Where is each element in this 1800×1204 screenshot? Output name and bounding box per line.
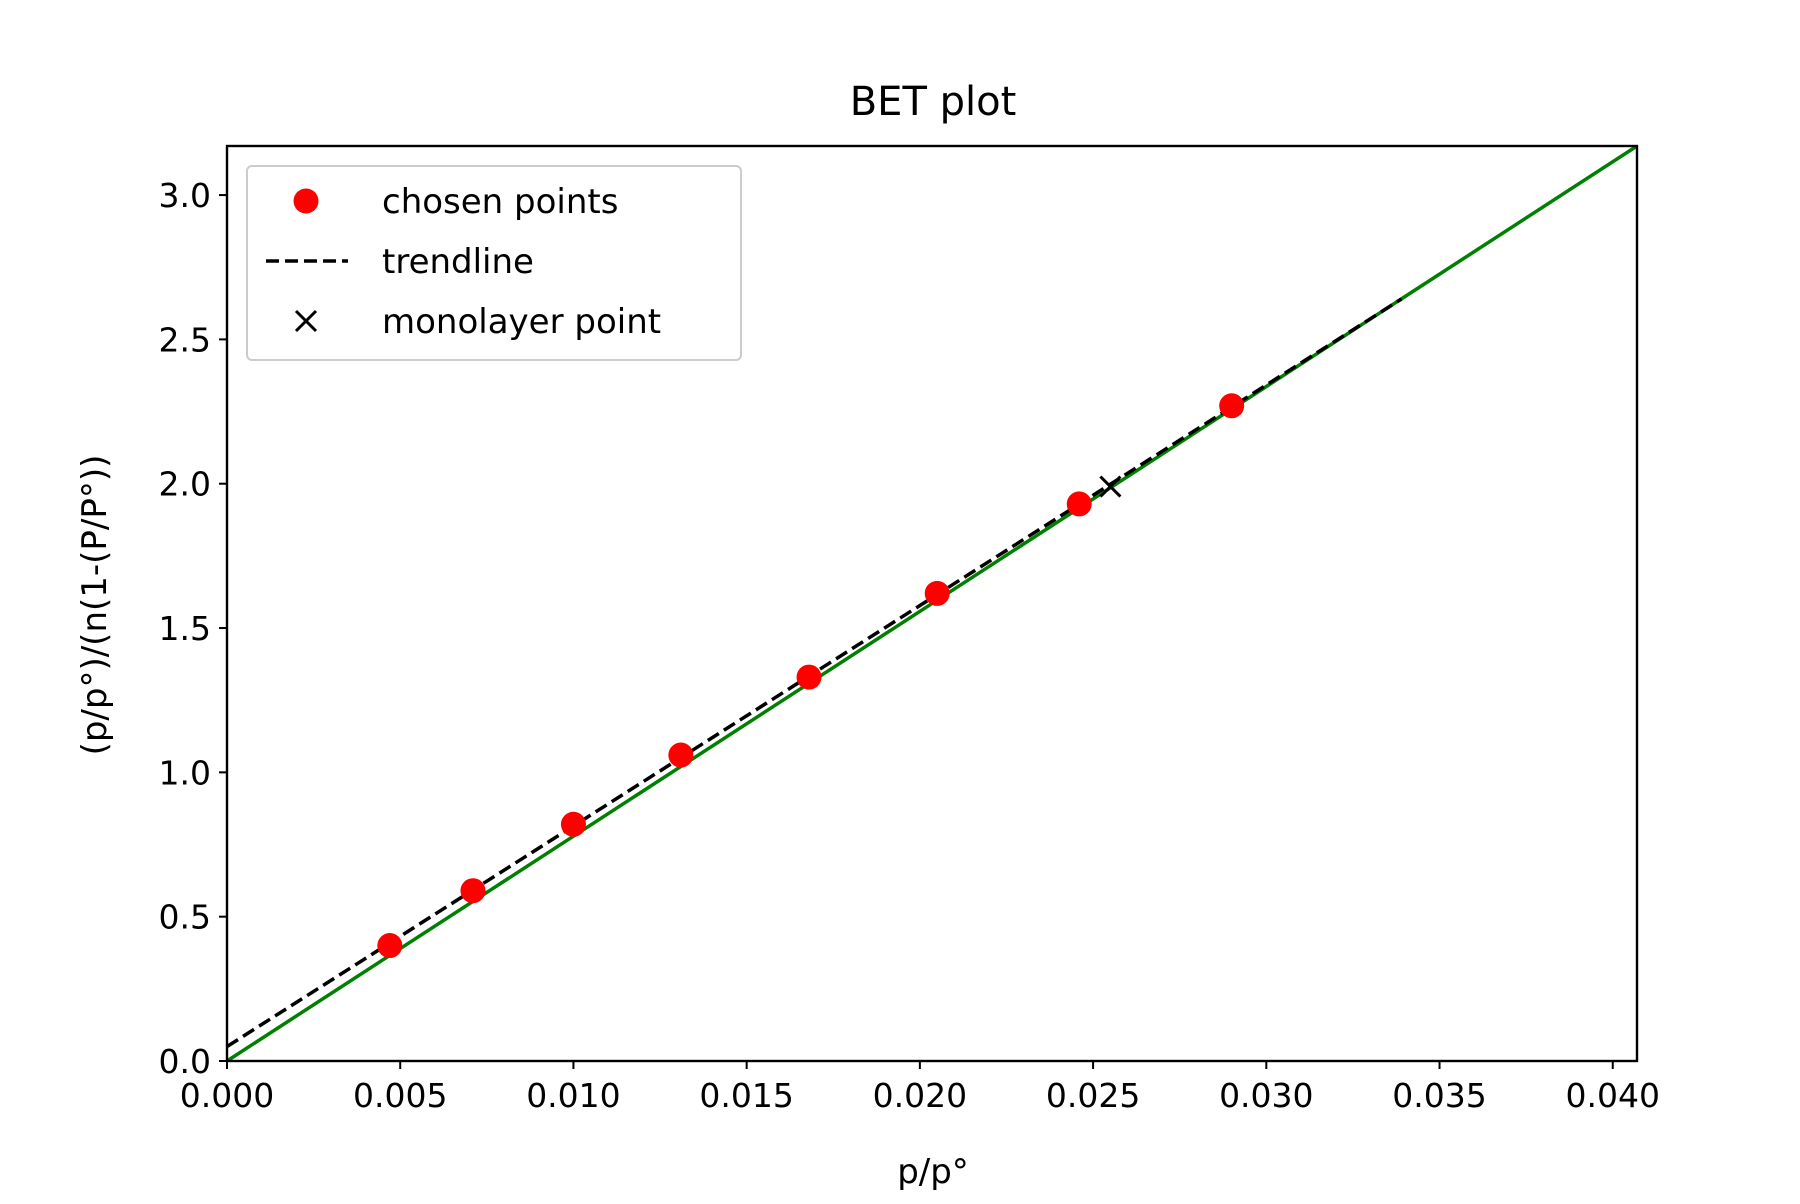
chosen-point — [560, 811, 586, 837]
y-tick-label: 1.0 — [159, 753, 211, 792]
y-tick-label: 2.5 — [159, 320, 211, 359]
chosen-point — [460, 878, 486, 904]
x-tick-label: 0.035 — [1392, 1076, 1486, 1115]
chosen-point — [924, 580, 950, 606]
chart-title: BET plot — [850, 79, 1017, 125]
x-axis-label: p/p° — [897, 1152, 969, 1192]
legend-monolayer-point-marker — [294, 309, 318, 333]
x-tick-label: 0.000 — [180, 1076, 274, 1115]
y-tick-label: 2.0 — [159, 465, 211, 504]
legend-box — [246, 165, 742, 361]
legend: chosen points trendline monolayer point — [246, 165, 742, 361]
x-tick-label: 0.030 — [1219, 1076, 1313, 1115]
y-tick-label: 3.0 — [159, 176, 211, 215]
chosen-point — [377, 933, 403, 959]
chosen-point — [1066, 491, 1092, 517]
x-tick-label: 0.020 — [873, 1076, 967, 1115]
x-tick-label: 0.010 — [526, 1076, 620, 1115]
chosen-point — [668, 742, 694, 768]
legend-monolayer-point-label: monolayer point — [382, 302, 661, 342]
y-tick-label: 0.0 — [159, 1042, 211, 1081]
y-tick-label: 1.5 — [159, 609, 211, 648]
x-tick-label: 0.005 — [353, 1076, 447, 1115]
x-tick-label: 0.025 — [1046, 1076, 1140, 1115]
chosen-point — [1219, 393, 1245, 419]
y-tick-label: 0.5 — [159, 898, 211, 937]
chosen-point — [796, 664, 822, 690]
legend-chosen-points-label: chosen points — [382, 182, 618, 222]
plot-area — [227, 146, 1637, 1061]
x-tick-label: 0.040 — [1566, 1076, 1660, 1115]
legend-chosen-points-marker — [293, 188, 319, 214]
plot-frame — [225, 144, 1639, 1063]
y-axis-label: (p/p°)/(n(1-(P/P°)) — [75, 455, 115, 756]
monolayer-point-marker — [1099, 475, 1122, 498]
legend-trendline-label: trendline — [382, 242, 534, 282]
x-tick-label: 0.015 — [699, 1076, 793, 1115]
